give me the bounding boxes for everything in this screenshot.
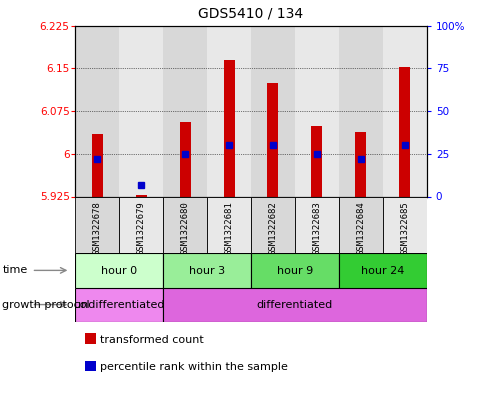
Bar: [163, 288, 426, 322]
Text: percentile rank within the sample: percentile rank within the sample: [100, 362, 287, 372]
Bar: [223, 60, 234, 196]
Bar: [355, 132, 365, 196]
Bar: [382, 26, 426, 196]
Text: time: time: [2, 265, 28, 275]
Bar: [251, 196, 294, 253]
Text: GSM1322678: GSM1322678: [92, 201, 102, 255]
Text: growth protocol: growth protocol: [2, 299, 90, 310]
Bar: [75, 253, 163, 288]
Bar: [294, 26, 338, 196]
Text: GSM1322683: GSM1322683: [312, 201, 321, 255]
Text: GDS5410 / 134: GDS5410 / 134: [198, 7, 303, 21]
Bar: [338, 196, 382, 253]
Text: GSM1322681: GSM1322681: [224, 201, 233, 255]
Text: differentiated: differentiated: [257, 300, 333, 310]
Bar: [119, 26, 163, 196]
Bar: [338, 26, 382, 196]
Text: GSM1322679: GSM1322679: [136, 201, 145, 255]
Text: hour 24: hour 24: [361, 266, 404, 275]
Bar: [163, 26, 207, 196]
Bar: [119, 196, 163, 253]
Bar: [267, 83, 278, 196]
Text: hour 0: hour 0: [101, 266, 137, 275]
Bar: [398, 66, 409, 196]
Bar: [207, 196, 251, 253]
Bar: [311, 127, 322, 196]
Text: GSM1322680: GSM1322680: [180, 201, 189, 255]
Text: GSM1322684: GSM1322684: [356, 201, 364, 255]
Text: hour 9: hour 9: [276, 266, 312, 275]
Bar: [250, 26, 294, 196]
Bar: [251, 253, 338, 288]
Bar: [382, 196, 426, 253]
Text: hour 3: hour 3: [189, 266, 225, 275]
Bar: [75, 26, 119, 196]
Bar: [136, 195, 146, 196]
Bar: [179, 122, 190, 196]
Text: GSM1322682: GSM1322682: [268, 201, 277, 255]
Bar: [207, 26, 251, 196]
Bar: [91, 134, 103, 196]
Text: transformed count: transformed count: [100, 334, 204, 345]
Bar: [75, 288, 163, 322]
Bar: [163, 253, 251, 288]
Bar: [338, 253, 426, 288]
Text: undifferentiated: undifferentiated: [74, 300, 164, 310]
Bar: [75, 196, 119, 253]
Text: GSM1322685: GSM1322685: [399, 201, 408, 255]
Bar: [163, 196, 207, 253]
Bar: [294, 196, 338, 253]
